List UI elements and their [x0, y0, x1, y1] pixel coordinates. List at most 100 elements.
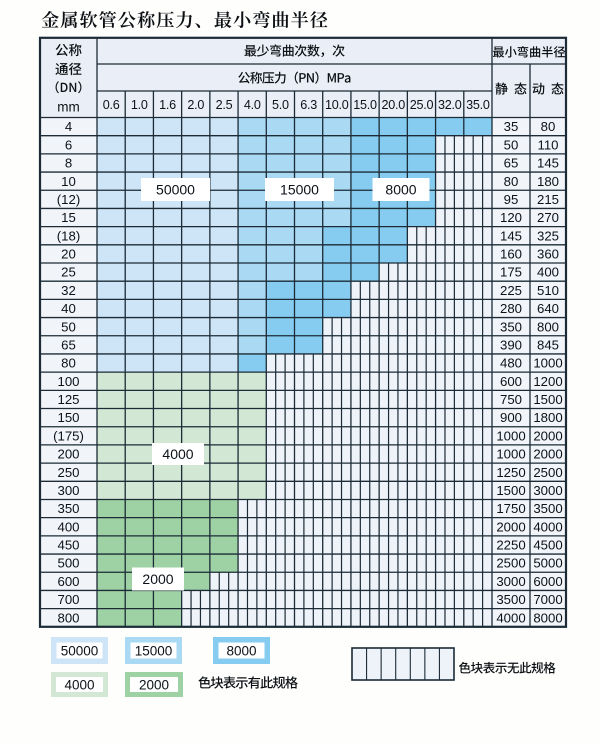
svg-text:2000: 2000 — [533, 428, 562, 443]
svg-text:215: 215 — [537, 192, 559, 207]
svg-text:6.3: 6.3 — [300, 98, 317, 112]
svg-text:mm: mm — [57, 100, 80, 115]
svg-text:270: 270 — [537, 210, 559, 225]
svg-text:160: 160 — [500, 247, 522, 262]
svg-text:2500: 2500 — [496, 556, 525, 571]
svg-text:5000: 5000 — [533, 556, 562, 571]
svg-text:400: 400 — [57, 519, 79, 534]
svg-text:300: 300 — [57, 483, 79, 498]
svg-text:900: 900 — [500, 410, 522, 425]
svg-text:80: 80 — [61, 356, 76, 371]
svg-text:845: 845 — [537, 338, 559, 353]
svg-text:1.6: 1.6 — [159, 98, 176, 112]
svg-text:120: 120 — [500, 210, 522, 225]
svg-text:1200: 1200 — [533, 374, 562, 389]
svg-text:800: 800 — [57, 610, 79, 625]
svg-text:95: 95 — [504, 192, 519, 207]
svg-text:4000: 4000 — [162, 446, 193, 462]
svg-text:25.0: 25.0 — [410, 98, 434, 112]
svg-text:360: 360 — [537, 247, 559, 262]
svg-text:4500: 4500 — [533, 538, 562, 553]
svg-text:350: 350 — [500, 319, 522, 334]
svg-text:4000: 4000 — [533, 519, 562, 534]
svg-text:100: 100 — [57, 374, 79, 389]
svg-text:50: 50 — [61, 319, 76, 334]
svg-text:110: 110 — [537, 137, 558, 152]
svg-text:700: 700 — [57, 592, 79, 607]
svg-text:600: 600 — [500, 374, 522, 389]
svg-text:65: 65 — [504, 156, 519, 171]
svg-text:3500: 3500 — [496, 592, 525, 607]
svg-text:2.5: 2.5 — [216, 98, 233, 112]
svg-text:1.0: 1.0 — [131, 98, 148, 112]
svg-text:(12): (12) — [57, 192, 80, 207]
svg-text:2500: 2500 — [533, 465, 562, 480]
svg-text:4000: 4000 — [64, 677, 94, 692]
svg-text:640: 640 — [537, 301, 559, 316]
svg-text:8: 8 — [65, 156, 72, 171]
svg-text:65: 65 — [61, 338, 76, 353]
svg-text:150: 150 — [57, 410, 79, 425]
svg-text:6000: 6000 — [533, 574, 562, 589]
svg-text:1000: 1000 — [496, 428, 525, 443]
svg-text:6: 6 — [65, 137, 72, 152]
svg-text:8000: 8000 — [533, 610, 562, 625]
svg-text:(175): (175) — [53, 428, 84, 443]
svg-text:0.6: 0.6 — [103, 98, 120, 112]
svg-text:1000: 1000 — [496, 447, 525, 462]
svg-text:20: 20 — [61, 247, 76, 262]
svg-text:145: 145 — [500, 228, 522, 243]
svg-text:50000: 50000 — [156, 181, 195, 197]
svg-text:35: 35 — [504, 119, 519, 134]
svg-text:750: 750 — [500, 392, 522, 407]
svg-text:800: 800 — [537, 319, 559, 334]
svg-text:390: 390 — [500, 338, 522, 353]
svg-text:1500: 1500 — [533, 392, 562, 407]
svg-text:1800: 1800 — [533, 410, 562, 425]
svg-text:200: 200 — [57, 447, 79, 462]
svg-text:450: 450 — [57, 538, 79, 553]
svg-text:350: 350 — [57, 501, 79, 516]
svg-text:510: 510 — [537, 283, 559, 298]
svg-text:2000: 2000 — [533, 447, 562, 462]
svg-text:2000: 2000 — [496, 519, 525, 534]
svg-text:3000: 3000 — [496, 574, 525, 589]
svg-text:(18): (18) — [57, 228, 80, 243]
svg-text:15: 15 — [61, 210, 76, 225]
svg-text:280: 280 — [500, 301, 522, 316]
svg-text:7000: 7000 — [533, 592, 562, 607]
svg-text:80: 80 — [541, 119, 556, 134]
svg-text:40: 40 — [61, 301, 76, 316]
svg-text:32.0: 32.0 — [438, 98, 462, 112]
svg-text:180: 180 — [537, 174, 559, 189]
svg-text:10.0: 10.0 — [325, 98, 349, 112]
svg-text:8000: 8000 — [385, 181, 416, 197]
svg-text:125: 125 — [57, 392, 79, 407]
svg-text:3000: 3000 — [533, 483, 562, 498]
svg-text:225: 225 — [500, 283, 522, 298]
svg-text:20.0: 20.0 — [381, 98, 405, 112]
svg-text:80: 80 — [504, 174, 519, 189]
svg-text:480: 480 — [500, 356, 522, 371]
svg-text:35.0: 35.0 — [466, 98, 490, 112]
svg-text:1000: 1000 — [533, 356, 562, 371]
svg-text:3500: 3500 — [533, 501, 562, 516]
svg-text:25: 25 — [61, 265, 76, 280]
svg-text:50000: 50000 — [61, 643, 99, 658]
svg-text:1250: 1250 — [496, 465, 525, 480]
svg-text:4000: 4000 — [496, 610, 525, 625]
svg-text:1750: 1750 — [496, 501, 525, 516]
svg-text:32: 32 — [61, 283, 76, 298]
svg-text:250: 250 — [57, 465, 79, 480]
svg-text:2000: 2000 — [139, 677, 169, 692]
svg-text:4.0: 4.0 — [244, 98, 261, 112]
svg-text:5.0: 5.0 — [272, 98, 289, 112]
svg-text:500: 500 — [57, 556, 79, 571]
svg-text:50: 50 — [504, 137, 519, 152]
svg-text:2250: 2250 — [496, 538, 525, 553]
svg-text:15000: 15000 — [135, 643, 173, 658]
svg-text:145: 145 — [537, 156, 559, 171]
svg-text:1500: 1500 — [496, 483, 525, 498]
svg-text:10: 10 — [61, 174, 76, 189]
svg-text:15000: 15000 — [280, 181, 319, 197]
